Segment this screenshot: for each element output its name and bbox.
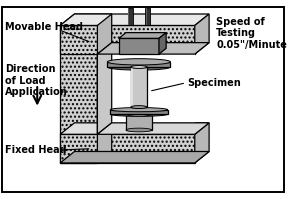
Polygon shape	[60, 25, 98, 163]
Polygon shape	[110, 110, 168, 114]
Polygon shape	[98, 43, 112, 134]
Ellipse shape	[110, 112, 168, 116]
Polygon shape	[159, 33, 166, 54]
Polygon shape	[146, 8, 147, 25]
Text: Specimen: Specimen	[188, 78, 242, 88]
Ellipse shape	[126, 128, 152, 132]
Polygon shape	[128, 8, 133, 25]
Polygon shape	[98, 54, 195, 134]
Ellipse shape	[107, 64, 170, 70]
Polygon shape	[60, 151, 209, 163]
Ellipse shape	[110, 108, 168, 112]
Polygon shape	[136, 107, 142, 112]
Text: Movable Head: Movable Head	[5, 22, 83, 32]
Polygon shape	[60, 123, 209, 134]
Polygon shape	[195, 14, 209, 54]
Polygon shape	[145, 8, 150, 25]
Polygon shape	[60, 134, 195, 163]
Polygon shape	[98, 14, 112, 163]
Polygon shape	[60, 14, 209, 25]
Ellipse shape	[107, 59, 170, 65]
Polygon shape	[119, 33, 166, 38]
Polygon shape	[60, 25, 195, 54]
Text: Speed of
Testing
0.05"/Minute: Speed of Testing 0.05"/Minute	[216, 17, 287, 50]
Text: Fixed Head: Fixed Head	[5, 145, 67, 155]
Polygon shape	[119, 38, 159, 54]
Polygon shape	[131, 67, 133, 107]
Polygon shape	[131, 67, 147, 107]
Polygon shape	[128, 8, 130, 25]
Polygon shape	[98, 123, 209, 134]
Polygon shape	[195, 123, 209, 163]
Polygon shape	[60, 14, 112, 25]
Ellipse shape	[131, 106, 147, 108]
Polygon shape	[107, 62, 170, 67]
Ellipse shape	[126, 112, 152, 116]
Polygon shape	[98, 43, 209, 54]
Ellipse shape	[131, 65, 147, 68]
Text: Direction
of Load
Application: Direction of Load Application	[5, 64, 68, 97]
Polygon shape	[126, 114, 152, 130]
